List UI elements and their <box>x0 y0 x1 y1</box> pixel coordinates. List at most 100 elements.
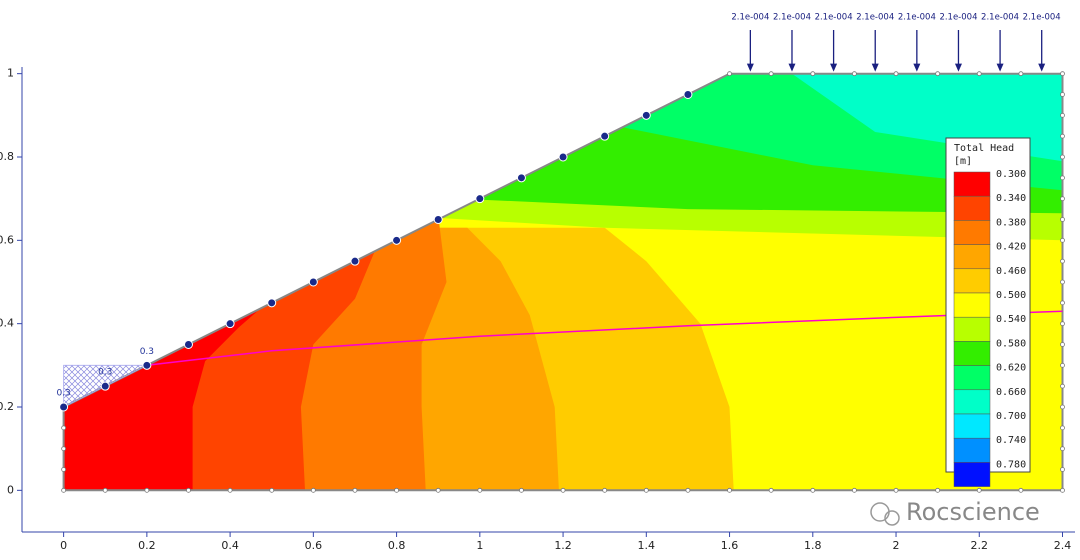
mesh-node <box>227 487 233 493</box>
mesh-node <box>1060 300 1065 306</box>
load-label: 2.1e-004 <box>815 13 853 23</box>
legend-label: 0.300 <box>996 169 1026 180</box>
mesh-node <box>519 487 524 493</box>
x-tick-label: 2 <box>893 539 900 552</box>
mesh-node <box>1018 71 1024 77</box>
mesh-node <box>61 467 67 472</box>
load-arrowhead <box>913 63 921 72</box>
mesh-node <box>186 487 191 493</box>
mesh-node <box>102 487 108 493</box>
mesh-node <box>852 487 857 493</box>
load-label: 2.1e-004 <box>898 13 936 23</box>
legend-label: 0.460 <box>996 266 1026 277</box>
mesh-node <box>727 487 732 493</box>
water-table <box>146 310 1063 367</box>
mesh-node <box>1060 133 1065 139</box>
legend-label: 0.780 <box>996 459 1026 470</box>
mesh-node <box>1060 237 1065 243</box>
x-tick-label: 0.8 <box>388 539 406 552</box>
mesh-node <box>768 71 774 77</box>
seepage-node <box>183 340 193 349</box>
boundary-label: 0.3 <box>56 389 70 399</box>
watermark: Rocscience <box>870 498 1040 526</box>
x-tick-label: 1.6 <box>721 539 739 552</box>
x-tick-label: 1.4 <box>638 539 656 552</box>
load-arrowhead <box>830 63 838 72</box>
legend-label: 0.500 <box>996 290 1026 301</box>
seepage-node <box>600 131 610 141</box>
legend-swatch <box>953 389 991 415</box>
mesh-node <box>1060 154 1065 160</box>
legend-swatch <box>953 244 991 270</box>
seepage-node <box>475 194 485 204</box>
boundary-label: 0.3 <box>140 347 154 357</box>
y-tick-label: 0 <box>7 483 14 496</box>
load-arrowhead <box>788 63 796 72</box>
legend-swatch <box>953 462 991 487</box>
legend-label: 0.620 <box>996 363 1026 374</box>
mesh-node <box>852 71 857 77</box>
x-tick-label: 1 <box>476 539 483 552</box>
legend-swatch <box>953 413 991 439</box>
mesh-node <box>1060 342 1065 347</box>
contour-bands <box>63 73 1063 491</box>
legend-swatch <box>953 292 991 318</box>
legend-label: 0.540 <box>996 314 1026 325</box>
legend-label: 0.660 <box>996 387 1026 398</box>
seepage-node <box>641 110 651 120</box>
mesh-node <box>435 487 441 493</box>
mesh-node <box>560 487 566 493</box>
mesh-node <box>1060 92 1065 97</box>
load-arrowhead <box>996 63 1004 72</box>
seepage-node <box>100 381 110 391</box>
mesh-node <box>1060 175 1065 181</box>
mesh-node <box>768 487 774 493</box>
watermark-icon <box>884 510 900 526</box>
mesh-node <box>976 487 982 493</box>
seepage-node <box>350 256 360 266</box>
y-tick-label: 0.8 <box>0 150 14 163</box>
mesh-node <box>893 71 899 77</box>
mesh-node <box>61 487 67 493</box>
legend-label: 0.580 <box>996 338 1026 349</box>
mesh-node <box>1060 383 1065 389</box>
mesh-node <box>1060 404 1065 410</box>
load-arrowhead <box>746 63 754 72</box>
legend-swatch <box>953 171 991 197</box>
seepage-node <box>392 235 402 245</box>
seepage-node <box>558 152 568 162</box>
mesh-node <box>1060 425 1065 431</box>
mesh-node <box>144 487 150 493</box>
mesh-node <box>1018 487 1024 493</box>
legend-label: 0.420 <box>996 242 1026 253</box>
x-tick-label: 0 <box>60 539 67 552</box>
load-label: 2.1e-004 <box>981 13 1019 23</box>
legend-swatch <box>953 268 991 294</box>
load-label: 2.1e-004 <box>773 13 811 23</box>
mesh-node <box>1060 258 1065 264</box>
mesh-node <box>643 487 649 493</box>
boundary-label: 0.3 <box>98 368 112 378</box>
x-tick-label: 0.4 <box>221 539 239 552</box>
legend-label: 0.340 <box>996 193 1026 204</box>
mesh-node <box>61 425 67 431</box>
load-label: 2.1e-004 <box>856 13 894 23</box>
seepage-node <box>225 319 235 329</box>
mesh-node <box>602 487 608 493</box>
y-tick-label: 0.2 <box>0 400 14 413</box>
mesh-node <box>1060 321 1065 327</box>
y-tick-label: 0.4 <box>0 317 14 330</box>
mesh-node <box>1060 487 1065 493</box>
legend-swatch <box>953 437 991 463</box>
mesh-node <box>685 487 691 493</box>
x-tick-label: 2.4 <box>1054 539 1072 552</box>
mesh-node <box>1060 279 1065 285</box>
legend-label: 0.700 <box>996 411 1026 422</box>
mesh-node <box>477 487 483 493</box>
mesh-node <box>810 71 816 77</box>
load-arrowhead <box>954 63 962 72</box>
seepage-node <box>142 360 152 370</box>
mesh-node <box>1060 71 1065 77</box>
mesh-node <box>727 71 732 77</box>
